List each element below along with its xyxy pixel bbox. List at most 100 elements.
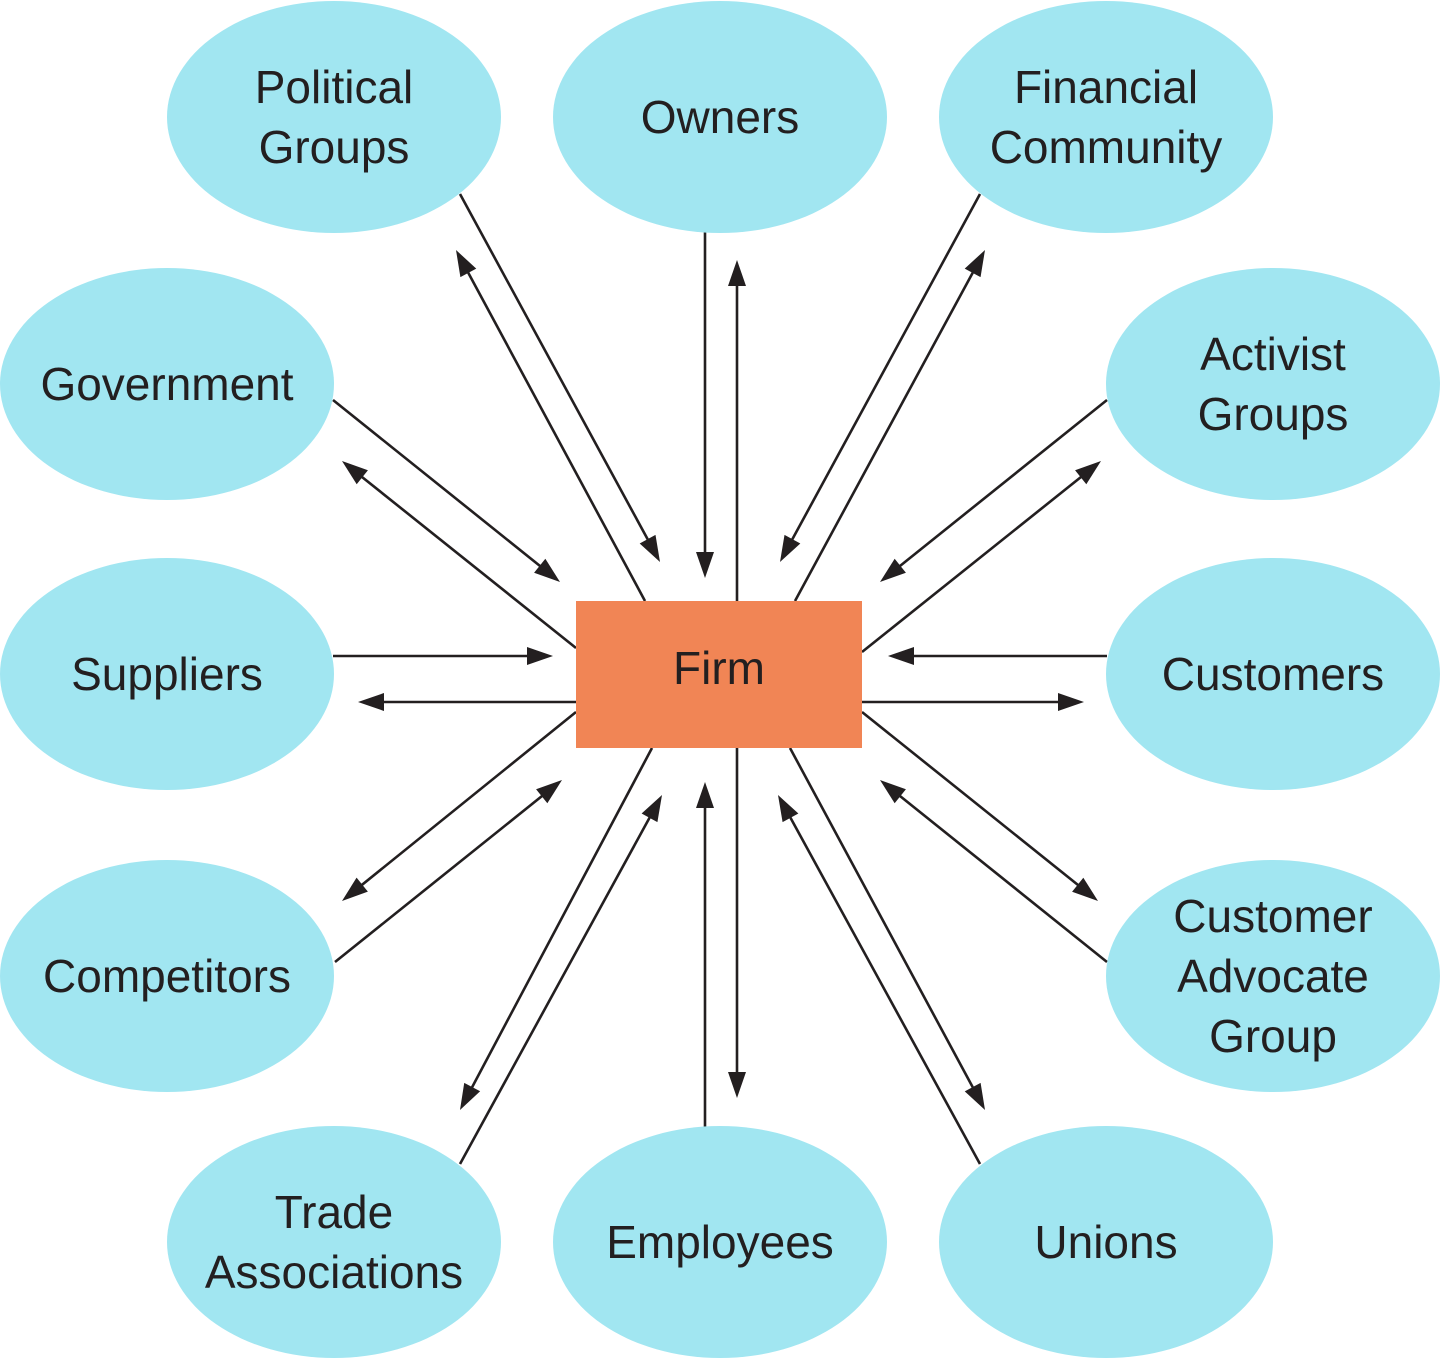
arrow-line bbox=[793, 266, 977, 602]
arrow-line bbox=[861, 472, 1087, 654]
arrowhead-icon bbox=[460, 1082, 481, 1110]
arrow-line bbox=[861, 710, 1084, 890]
trade-associations-to-firm-arrow bbox=[460, 747, 654, 1110]
stakeholder-government: Government bbox=[0, 268, 334, 500]
arrowhead-icon bbox=[964, 250, 985, 278]
competitors-label: Competitors bbox=[43, 950, 291, 1002]
suppliers-from-firm-arrow bbox=[358, 693, 576, 711]
customer-advocate-group-ellipse bbox=[1106, 860, 1440, 1092]
financial-community-to-firm-arrow bbox=[780, 193, 982, 562]
arrow-line bbox=[458, 193, 652, 546]
political-groups-to-firm-arrow bbox=[458, 193, 660, 562]
owners-from-firm-arrow bbox=[728, 260, 746, 601]
arrowhead-icon bbox=[778, 795, 799, 823]
unions-from-firm-arrow bbox=[778, 795, 982, 1165]
arrowhead-icon bbox=[342, 461, 368, 485]
arrowhead-icon bbox=[639, 534, 660, 562]
arrowhead-icon bbox=[641, 795, 662, 823]
arrowhead-icon bbox=[1075, 461, 1101, 485]
stakeholder-suppliers: Suppliers bbox=[0, 558, 334, 790]
firm-node: Firm bbox=[576, 601, 862, 748]
suppliers-label: Suppliers bbox=[71, 648, 263, 700]
financial-community-ellipse bbox=[939, 1, 1273, 233]
suppliers-to-firm-arrow bbox=[333, 647, 553, 665]
arrowhead-icon bbox=[696, 552, 714, 578]
arrowhead-icon bbox=[342, 877, 368, 901]
arrowhead-icon bbox=[964, 1082, 985, 1110]
arrow-line bbox=[356, 710, 577, 890]
arrow-line bbox=[332, 398, 546, 571]
employees-to-firm-arrow bbox=[728, 748, 746, 1098]
stakeholder-trade-associations: Trade Associations bbox=[167, 1126, 501, 1358]
firm-label: Firm bbox=[673, 642, 765, 694]
stakeholder-customer-advocate-group: Customer Advocate Group bbox=[1106, 860, 1440, 1092]
government-from-firm-arrow bbox=[342, 461, 577, 650]
customers-label: Customers bbox=[1162, 648, 1384, 700]
stakeholder-competitors: Competitors bbox=[0, 860, 334, 1092]
firm-box bbox=[576, 601, 862, 748]
arrow-line bbox=[334, 791, 548, 964]
employees-from-firm-arrow bbox=[696, 782, 714, 1127]
stakeholder-financial-community: Financial Community bbox=[939, 1, 1273, 233]
unions-label: Unions bbox=[1034, 1216, 1177, 1268]
connectors bbox=[332, 193, 1108, 1165]
employees-ellipse bbox=[553, 1126, 887, 1358]
financial-community-label: Financial Community bbox=[990, 61, 1223, 173]
arrowhead-icon bbox=[880, 558, 906, 582]
customers-to-firm-arrow bbox=[888, 647, 1107, 665]
arrow-line bbox=[894, 398, 1108, 571]
customer-advocate-group-label: Customer Advocate Group bbox=[1173, 890, 1372, 1062]
stakeholder-activist-groups: Activist Groups bbox=[1106, 268, 1440, 500]
arrow-line bbox=[788, 193, 982, 546]
arrow-line bbox=[458, 811, 654, 1165]
owners-to-firm-arrow bbox=[696, 232, 714, 578]
financial-community-from-firm-arrow bbox=[793, 250, 985, 602]
arrow-line bbox=[464, 266, 647, 602]
trade-associations-ellipse bbox=[167, 1126, 501, 1358]
political-groups-from-firm-arrow bbox=[456, 250, 647, 602]
arrowhead-icon bbox=[1072, 877, 1098, 901]
activist-groups-label: Activist Groups bbox=[1198, 328, 1349, 440]
stakeholder-political-groups: Political Groups bbox=[167, 1, 501, 233]
competitors-to-firm-arrow bbox=[342, 710, 577, 901]
arrowhead-icon bbox=[456, 250, 477, 278]
stakeholder-owners: Owners bbox=[553, 1, 887, 233]
arrowhead-icon bbox=[780, 534, 801, 562]
arrow-line bbox=[894, 791, 1108, 964]
political-groups-ellipse bbox=[167, 1, 501, 233]
arrowhead-icon bbox=[534, 558, 560, 582]
arrow-line bbox=[786, 811, 982, 1165]
competitors-ellipse bbox=[0, 860, 334, 1092]
arrowhead-icon bbox=[1058, 693, 1084, 711]
arrowhead-icon bbox=[728, 1072, 746, 1098]
arrowhead-icon bbox=[358, 693, 384, 711]
arrow-line bbox=[356, 472, 577, 650]
customers-ellipse bbox=[1106, 558, 1440, 790]
owners-label: Owners bbox=[641, 91, 799, 143]
political-groups-label: Political Groups bbox=[255, 61, 414, 173]
customer-advocate-group-from-firm-arrow bbox=[880, 780, 1108, 964]
arrow-line bbox=[788, 747, 977, 1094]
employees-label: Employees bbox=[606, 1216, 834, 1268]
government-ellipse bbox=[0, 268, 334, 500]
arrow-line bbox=[468, 747, 654, 1093]
unions-ellipse bbox=[939, 1126, 1273, 1358]
activist-groups-ellipse bbox=[1106, 268, 1440, 500]
arrowhead-icon bbox=[728, 260, 746, 286]
customer-advocate-group-to-firm-arrow bbox=[861, 710, 1098, 901]
activist-groups-from-firm-arrow bbox=[861, 461, 1101, 654]
trade-associations-label: Trade Associations bbox=[205, 1186, 463, 1298]
owners-ellipse bbox=[553, 1, 887, 233]
stakeholder-employees: Employees bbox=[553, 1126, 887, 1358]
suppliers-ellipse bbox=[0, 558, 334, 790]
arrowhead-icon bbox=[536, 780, 562, 804]
competitors-from-firm-arrow bbox=[334, 780, 562, 964]
arrowhead-icon bbox=[888, 647, 914, 665]
arrowhead-icon bbox=[696, 782, 714, 808]
government-to-firm-arrow bbox=[332, 398, 560, 582]
stakeholder-unions: Unions bbox=[939, 1126, 1273, 1358]
customers-from-firm-arrow bbox=[862, 693, 1084, 711]
activist-groups-to-firm-arrow bbox=[880, 398, 1108, 582]
arrowhead-icon bbox=[880, 780, 906, 804]
